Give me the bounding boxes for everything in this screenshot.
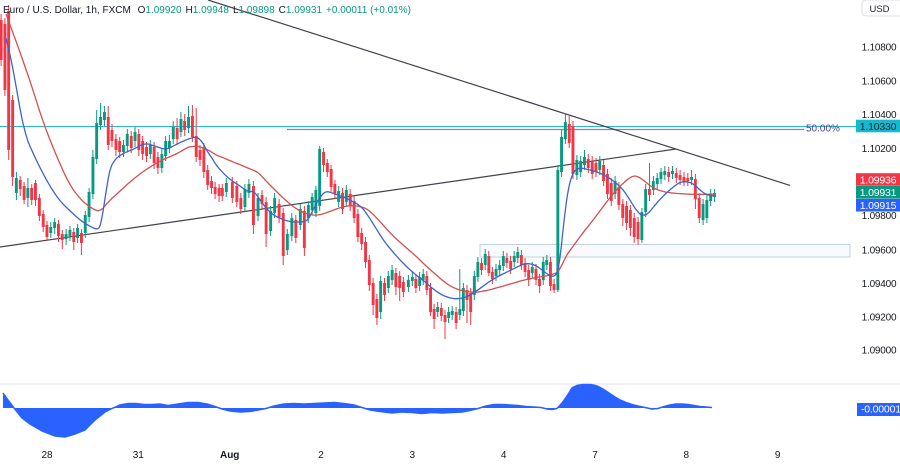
svg-text:1.09936: 1.09936: [860, 174, 897, 186]
svg-text:1.10600: 1.10600: [862, 76, 897, 87]
svg-text:31: 31: [133, 450, 145, 461]
svg-text:7: 7: [592, 450, 598, 461]
svg-text:1.09915: 1.09915: [860, 200, 897, 212]
svg-text:1.10200: 1.10200: [862, 144, 897, 155]
svg-text:28: 28: [41, 450, 53, 461]
svg-text:1.09931: 1.09931: [860, 187, 897, 199]
svg-text:Aug: Aug: [220, 450, 239, 461]
svg-text:-0.00001: -0.00001: [861, 404, 900, 416]
svg-text:USD: USD: [869, 4, 889, 15]
svg-text:9: 9: [775, 450, 781, 461]
svg-text:Euro / U.S. Dollar, 1h, FXCM O: Euro / U.S. Dollar, 1h, FXCM O1.09920 H1.…: [3, 5, 411, 16]
svg-text:1.09800: 1.09800: [862, 211, 897, 222]
svg-text:1.09000: 1.09000: [862, 346, 897, 357]
svg-text:1.10800: 1.10800: [862, 43, 897, 54]
svg-text:3: 3: [410, 450, 416, 461]
svg-text:50.00%: 50.00%: [806, 124, 840, 135]
svg-text:8: 8: [684, 450, 690, 461]
svg-text:1.09200: 1.09200: [862, 312, 897, 323]
svg-text:1.10400: 1.10400: [862, 110, 897, 121]
svg-text:1.10330: 1.10330: [860, 121, 897, 133]
svg-text:1.09600: 1.09600: [862, 246, 897, 257]
svg-text:4: 4: [501, 450, 507, 461]
svg-text:1.09400: 1.09400: [862, 279, 897, 290]
svg-text:2: 2: [318, 450, 324, 461]
